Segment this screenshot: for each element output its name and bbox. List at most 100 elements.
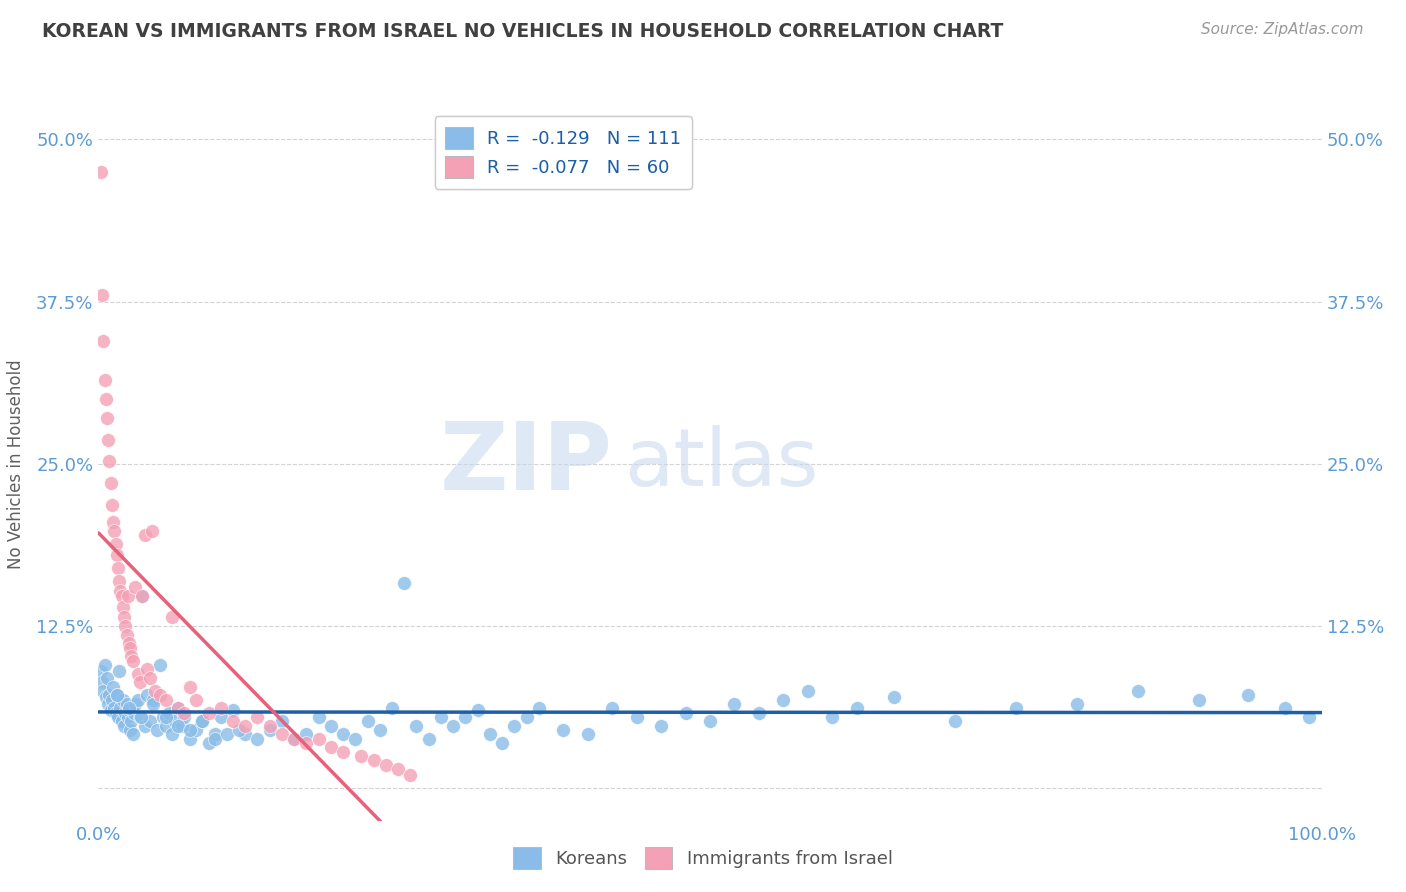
- Text: atlas: atlas: [624, 425, 818, 503]
- Point: [772, 693, 794, 707]
- Point: [1128, 684, 1150, 698]
- Point: [110, 584, 132, 599]
- Point: [134, 719, 156, 733]
- Point: [120, 714, 142, 728]
- Point: [478, 727, 501, 741]
- Text: ZIP: ZIP: [439, 417, 612, 510]
- Point: [118, 636, 141, 650]
- Point: [283, 731, 305, 746]
- Text: Source: ZipAtlas.com: Source: ZipAtlas.com: [1201, 22, 1364, 37]
- Point: [626, 710, 648, 724]
- Point: [191, 714, 214, 728]
- Point: [392, 576, 416, 591]
- Point: [105, 688, 128, 702]
- Point: [845, 700, 868, 714]
- Point: [515, 710, 537, 724]
- Point: [233, 727, 256, 741]
- Point: [308, 710, 330, 724]
- Point: [122, 706, 145, 720]
- Point: [127, 693, 149, 707]
- Point: [127, 667, 149, 681]
- Point: [368, 723, 391, 737]
- Point: [441, 719, 464, 733]
- Point: [197, 736, 219, 750]
- Point: [121, 654, 143, 668]
- Point: [319, 739, 342, 754]
- Point: [270, 714, 294, 728]
- Point: [356, 714, 378, 728]
- Point: [149, 657, 172, 672]
- Point: [723, 697, 745, 711]
- Point: [101, 515, 124, 529]
- Point: [454, 710, 477, 724]
- Point: [96, 411, 118, 425]
- Point: [104, 537, 127, 551]
- Point: [97, 434, 120, 448]
- Y-axis label: No Vehicles in Household: No Vehicles in Household: [7, 359, 25, 569]
- Point: [160, 727, 183, 741]
- Point: [91, 334, 114, 348]
- Point: [98, 688, 121, 702]
- Point: [120, 641, 142, 656]
- Point: [165, 714, 187, 728]
- Point: [149, 688, 172, 702]
- Point: [110, 700, 132, 714]
- Point: [112, 719, 135, 733]
- Point: [650, 719, 672, 733]
- Point: [748, 706, 770, 720]
- Point: [114, 706, 136, 720]
- Point: [363, 753, 385, 767]
- Point: [332, 727, 354, 741]
- Point: [115, 628, 138, 642]
- Point: [124, 580, 146, 594]
- Point: [136, 662, 159, 676]
- Point: [259, 719, 281, 733]
- Point: [118, 703, 141, 717]
- Point: [197, 706, 219, 720]
- Point: [101, 693, 124, 707]
- Point: [600, 700, 623, 714]
- Point: [167, 719, 190, 733]
- Point: [94, 392, 117, 406]
- Point: [105, 688, 128, 702]
- Point: [131, 589, 153, 603]
- Point: [107, 710, 129, 724]
- Point: [399, 768, 422, 782]
- Point: [139, 671, 162, 685]
- Point: [283, 731, 305, 746]
- Point: [152, 710, 174, 724]
- Point: [155, 693, 177, 707]
- Point: [222, 703, 245, 717]
- Point: [491, 736, 513, 750]
- Point: [883, 690, 905, 705]
- Point: [167, 700, 190, 714]
- Point: [821, 710, 844, 724]
- Point: [675, 706, 697, 720]
- Point: [121, 727, 143, 741]
- Point: [1004, 700, 1026, 714]
- Text: KOREAN VS IMMIGRANTS FROM ISRAEL NO VEHICLES IN HOUSEHOLD CORRELATION CHART: KOREAN VS IMMIGRANTS FROM ISRAEL NO VEHI…: [42, 22, 1004, 41]
- Point: [1066, 697, 1088, 711]
- Point: [117, 710, 139, 724]
- Point: [91, 674, 114, 689]
- Point: [131, 589, 153, 603]
- Point: [117, 589, 139, 603]
- Point: [308, 731, 330, 746]
- Point: [146, 723, 169, 737]
- Point: [111, 693, 134, 707]
- Point: [107, 560, 129, 574]
- Point: [295, 727, 318, 741]
- Point: [553, 723, 575, 737]
- Point: [943, 714, 966, 728]
- Point: [179, 723, 201, 737]
- Point: [97, 697, 120, 711]
- Point: [387, 762, 409, 776]
- Point: [191, 714, 214, 728]
- Point: [797, 684, 820, 698]
- Point: [246, 731, 269, 746]
- Point: [111, 589, 134, 603]
- Point: [233, 719, 256, 733]
- Point: [430, 710, 453, 724]
- Point: [204, 731, 226, 746]
- Point: [134, 528, 156, 542]
